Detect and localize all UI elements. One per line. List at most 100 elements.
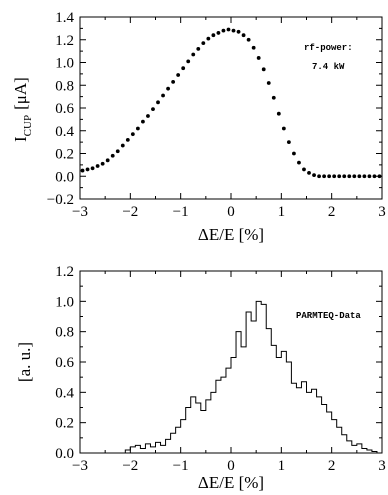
top-y-tick-label: 1.2 [55,33,74,49]
bottom-x-tick-label: −3 [72,458,88,474]
data-point [196,46,201,51]
data-point [161,93,165,98]
data-point [347,174,352,179]
bottom-y-tick-label: 0.4 [55,385,74,401]
data-point [211,33,216,38]
data-point [166,86,170,91]
data-point [115,149,120,154]
data-point [332,174,337,179]
top-x-tick-label: −2 [122,204,138,220]
data-point [292,151,296,156]
data-point [146,114,150,118]
data-point [337,174,342,179]
data-point [191,52,196,57]
data-point [186,59,191,64]
data-point [317,174,321,179]
top-y-tick-label: 1.0 [55,56,74,72]
data-point [322,174,327,179]
top-y-label-main: ICUP [μA] [11,77,34,142]
data-point [141,119,145,124]
data-point [276,111,281,116]
data-point [221,28,226,33]
data-point [271,95,276,100]
top-y-label-subscript: CUP [22,115,34,136]
data-point [151,107,155,112]
data-point [251,45,256,50]
bottom-y-tick-label: 0.6 [55,355,74,371]
data-point [307,170,311,175]
top-x-tick-label: 3 [378,204,386,220]
top-x-axis-label: ΔE/E [%] [198,225,264,244]
bottom-x-tick-label: 0 [227,458,235,474]
top-annotation-line2: 7.4 kW [312,62,345,72]
data-point [85,167,90,172]
data-point [135,126,140,131]
bottom-x-tick-label: −2 [122,458,138,474]
data-point [327,174,332,179]
data-point [201,41,206,46]
data-point [100,161,105,166]
top-x-tick-label: 2 [328,204,336,220]
data-point [181,66,186,71]
top-y-tick-label: 0.6 [55,101,74,117]
data-point [281,126,286,131]
data-point [261,67,266,72]
data-point [156,100,160,105]
bottom-annotation: PARMTEQ-Data [296,311,361,321]
bottom-x-tick-label: 1 [278,458,286,474]
top-x-tick-label: −3 [72,204,88,220]
data-point [302,167,306,172]
data-point [246,37,251,42]
top-x-tick-label: −1 [173,204,189,220]
bottom-plot-ticks: −3 −2 −1 0 1 2 3 0.0 0.2 0.4 0.6 0.8 1.0 1.2 [55,264,386,474]
data-point [105,158,110,163]
bottom-y-tick-label: 1.0 [55,294,74,310]
histogram-step-line [124,300,382,454]
data-point [241,33,246,38]
bottom-y-tick-label: 0.2 [55,416,74,432]
data-point [120,143,125,148]
data-point [377,174,382,179]
data-point [297,160,301,165]
data-point [95,164,100,168]
data-point [342,174,347,179]
data-point [226,27,231,32]
data-point [231,28,236,33]
bottom-x-tick-label: 3 [378,458,386,474]
data-point [125,137,130,142]
data-point [216,31,221,35]
data-point [256,56,261,60]
data-point [130,132,135,137]
data-point [266,81,271,85]
top-y-axis-label: ICUP [μA] [11,77,34,142]
bottom-y-tick-label: 1.2 [55,264,74,280]
data-point [362,174,367,179]
bottom-x-tick-label: −1 [173,458,189,474]
data-point [372,174,377,179]
bottom-histogram-plot: −3 −2 −1 0 1 2 3 0.0 0.2 0.4 0.6 0.8 1.0 1.2 PARMTEQ-… [15,264,386,492]
data-point [357,174,362,179]
top-plot-ticks: −3 −2 −1 0 1 2 3 −0.2 0.0 0.2 0.4 0.6 0.8 1.0 1.2 1.4 [47,10,386,220]
data-point [176,73,181,77]
bottom-x-tick-label: 2 [328,458,336,474]
data-point [206,36,211,41]
data-point [367,174,372,179]
top-y-label-symbol: I [11,136,30,142]
top-y-tick-label: 0.8 [55,78,74,94]
data-point [236,29,241,34]
top-y-tick-label: 0.2 [55,147,74,163]
top-y-tick-label: 1.4 [55,10,74,26]
top-x-tick-label: 1 [278,204,286,220]
bottom-x-axis-label: ΔE/E [%] [198,473,264,492]
top-x-tick-label: 0 [227,204,235,220]
data-point [80,168,85,173]
top-y-tick-label: 0.4 [55,124,74,140]
top-y-tick-label: −0.2 [47,192,74,208]
data-point [286,140,291,145]
top-annotation-line1: rf-power: [304,43,353,53]
bottom-y-tick-label: 0.0 [55,446,74,462]
top-plot-points [80,27,382,179]
top-scatter-plot: −3 −2 −1 0 1 2 3 −0.2 0.0 0.2 0.4 0.6 0.8 1.0 1.2 1.4 r… [11,10,386,244]
data-point [312,173,316,178]
